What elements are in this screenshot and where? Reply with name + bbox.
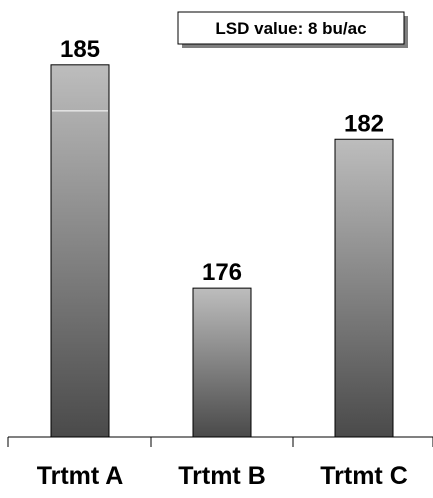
data-label: 176 (202, 259, 242, 286)
data-label: 182 (344, 110, 384, 137)
bar-trtmt-a (50, 64, 110, 438)
category-labels-group: Trtmt A Trtmt B Trtmt C (37, 462, 408, 490)
category-label: Trtmt B (178, 462, 266, 490)
bars-group (50, 64, 394, 438)
bar-trtmt-b (192, 287, 252, 438)
data-label: 185 (60, 36, 100, 63)
category-label: Trtmt C (320, 462, 408, 490)
lsd-annotation-box (177, 11, 405, 45)
data-labels-group: 185 176 182 (60, 36, 384, 286)
bar-trtmt-c (334, 138, 394, 438)
x-axis-ticks (7, 437, 433, 447)
lsd-annotation-text: LSD value: 8 bu/ac (215, 19, 366, 38)
lsd-annotation: LSD value: 8 bu/ac (177, 11, 408, 48)
category-label: Trtmt A (37, 462, 124, 490)
